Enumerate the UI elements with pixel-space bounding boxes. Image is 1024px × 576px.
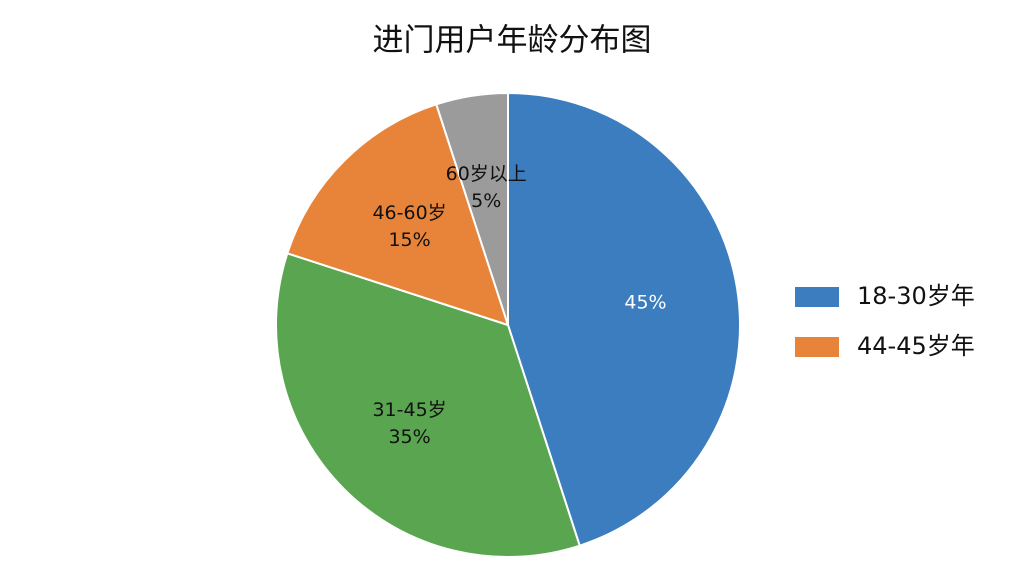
slice-category-label: 46-60岁 — [372, 202, 446, 224]
slice-value-label: 15% — [388, 229, 430, 251]
legend-swatch — [795, 337, 839, 357]
slice-category-label: 60岁以上 — [446, 163, 527, 185]
slice-value-label: 45% — [624, 292, 666, 314]
pie-slice — [435, 91, 509, 326]
pie-slice — [507, 91, 741, 547]
slice-value-label: 5% — [471, 190, 501, 212]
pie-slice — [275, 252, 581, 558]
legend-label: 18-30岁年 — [857, 282, 975, 310]
slice-value-label: 35% — [388, 426, 430, 448]
slice-category-label: 31-45岁 — [372, 399, 446, 421]
pie-slice — [286, 103, 510, 327]
legend-label: 44-45岁年 — [857, 332, 975, 360]
chart-title: 进门用户年龄分布图 — [373, 23, 652, 59]
legend-swatch — [795, 287, 839, 307]
